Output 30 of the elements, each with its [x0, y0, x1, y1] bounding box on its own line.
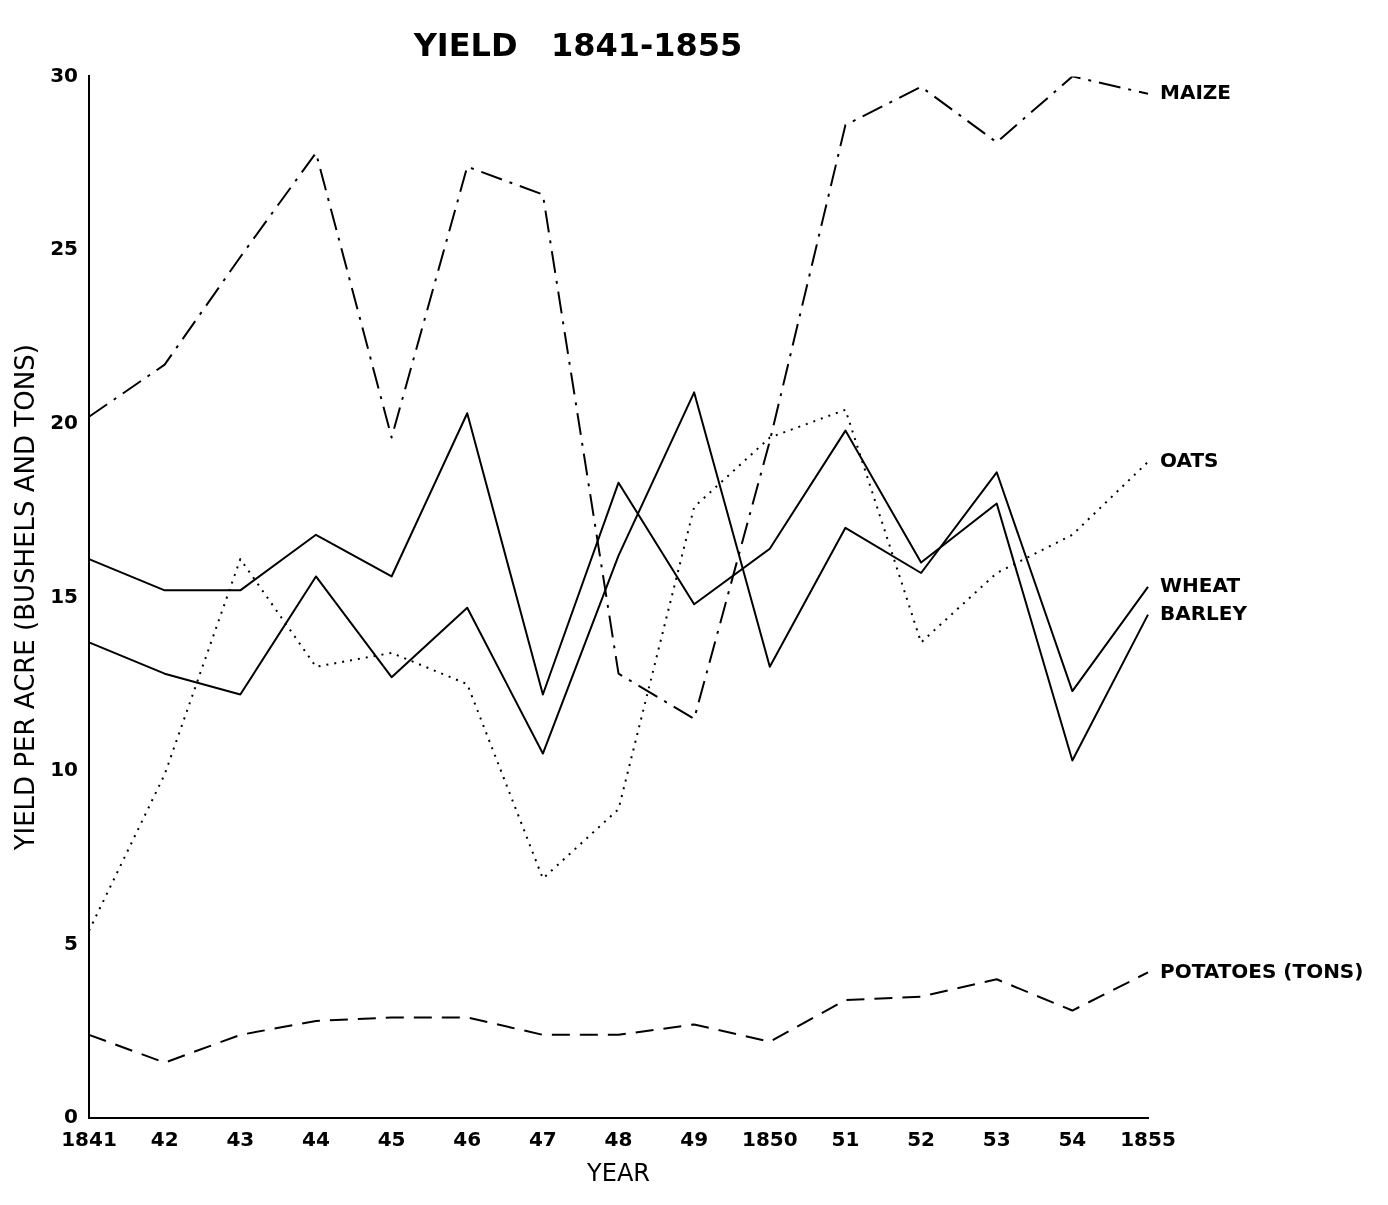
y-tick-label: 0	[64, 1104, 79, 1129]
x-tick-label: 52	[907, 1127, 935, 1152]
x-tick-label: 51	[831, 1127, 860, 1152]
x-tick-label: 1855	[1120, 1127, 1176, 1152]
x-tick-label: 1841	[61, 1127, 117, 1152]
y-axis-title: YIELD PER ACRE (BUSHELS AND TONS)	[10, 344, 41, 852]
x-tick-label: 43	[226, 1127, 255, 1152]
y-tick-label: 30	[50, 62, 79, 87]
series-label: POTATOES (TONS)	[1160, 958, 1364, 983]
chart-title: YIELD 1841-1855	[412, 25, 743, 64]
x-tick-label: 53	[982, 1127, 1011, 1152]
x-tick-label: 44	[302, 1127, 330, 1152]
series-label: MAIZE	[1160, 79, 1231, 104]
x-tick-label: 48	[604, 1127, 633, 1152]
x-tick-label: 42	[150, 1127, 179, 1152]
x-tick-label: 47	[528, 1127, 557, 1152]
x-axis-title: YEAR	[586, 1158, 650, 1187]
series-label: WHEAT	[1160, 573, 1241, 598]
x-tick-label: 45	[377, 1127, 406, 1152]
series-label: BARLEY	[1160, 600, 1248, 625]
series-label: OATS	[1160, 448, 1219, 473]
x-tick-label: 46	[453, 1127, 482, 1152]
y-tick-label: 5	[64, 930, 79, 955]
x-tick-label: 1850	[741, 1127, 798, 1152]
y-tick-label: 15	[50, 583, 79, 608]
y-tick-label: 25	[50, 236, 79, 261]
y-tick-label: 20	[50, 409, 79, 434]
y-tick-label: 10	[50, 757, 79, 782]
x-tick-label: 49	[680, 1127, 709, 1152]
x-tick-label: 54	[1058, 1127, 1087, 1152]
